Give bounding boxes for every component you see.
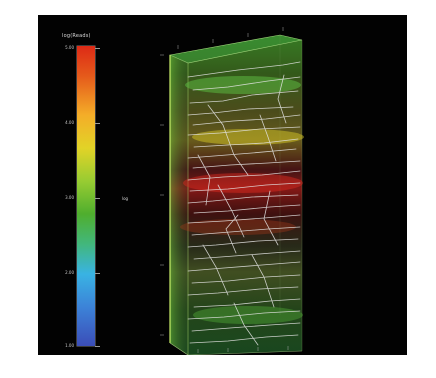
- density-band: [180, 219, 296, 235]
- 3d-fiber-volume: [160, 27, 304, 355]
- visualization-figure: log(Reads) 5.00 4.00 3.00 2.00 1.00 log: [38, 15, 407, 355]
- axis-ticks: [177, 27, 284, 49]
- volume-edge: [187, 350, 303, 355]
- colorbar-title: log(Reads): [62, 33, 91, 39]
- colorbar-tick: 5.00: [65, 45, 74, 50]
- axis-ticks: [160, 54, 164, 336]
- colorbar-tickmark: [95, 123, 100, 124]
- colorbar-tick: 4.00: [65, 120, 74, 125]
- colorbar-tickmark: [95, 198, 100, 199]
- volume-side-face: [170, 55, 188, 355]
- colorbar-tick: 1.00: [65, 343, 74, 348]
- colorbar-tickmark: [95, 273, 100, 274]
- volume-edge: [169, 342, 189, 355]
- axis-label: log: [122, 196, 129, 201]
- axis-ticks: [197, 346, 289, 353]
- colorbar-tickmark: [95, 346, 100, 347]
- colorbar-tickmark: [95, 48, 100, 49]
- colorbar-tick: 3.00: [65, 195, 74, 200]
- colorbar-tick: 2.00: [65, 270, 74, 275]
- volume-body: [170, 35, 302, 355]
- density-band: [192, 129, 304, 145]
- fiber-tracts: [187, 61, 301, 346]
- colorbar-gradient: [77, 46, 95, 346]
